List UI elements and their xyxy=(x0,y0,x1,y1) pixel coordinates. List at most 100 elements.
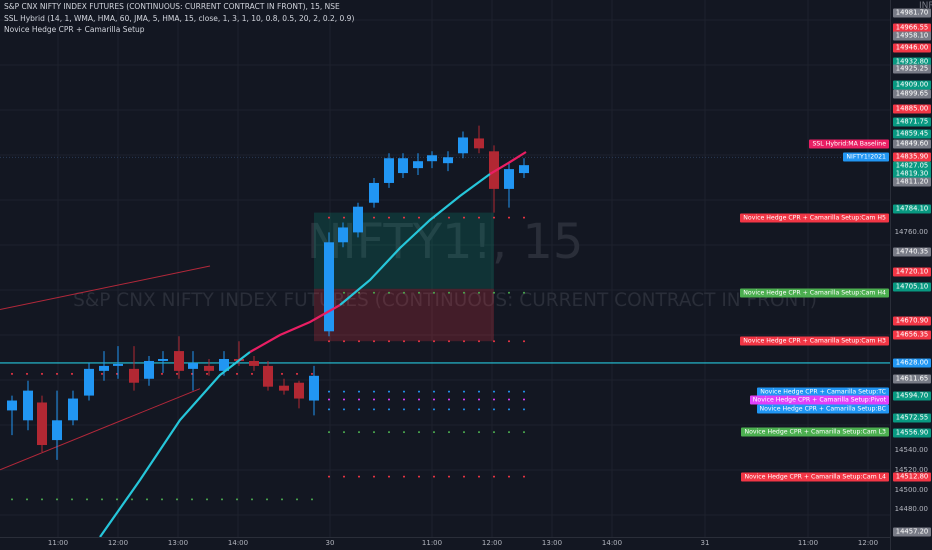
ssl-baseline-up xyxy=(249,304,341,353)
tc-dot xyxy=(523,390,525,393)
time-axis[interactable]: 11:00 12:00 13:00 14:00 30 11:00 12:00 13:00 14:… xyxy=(0,537,890,550)
symbol-title[interactable]: S&P CNX NIFTY INDEX FUTURES (CONTINUOUS:… xyxy=(4,2,340,11)
bc-dot xyxy=(388,408,390,411)
indicator-novice-hedge[interactable]: Novice Hedge CPR + Camarilla Setup xyxy=(4,25,145,34)
chart-canvas[interactable]: NIFTY1!, 15 S&P CNX NIFTY INDEX FUTURES (… xyxy=(0,0,890,538)
cam-l3-dot xyxy=(478,431,480,434)
price-tag: 14512.80 xyxy=(893,472,931,482)
cam-l4-dot xyxy=(433,475,435,478)
cam-l4-dot xyxy=(251,498,253,501)
tc-dot xyxy=(508,390,510,393)
chart-pane[interactable]: NIFTY1!, 15 S&P CNX NIFTY INDEX FUTURES (… xyxy=(0,0,890,538)
cam-h4-dot xyxy=(433,291,435,294)
price-tag: 14899.65 xyxy=(893,89,931,99)
time-tick: 13:00 xyxy=(541,539,563,547)
cam-h3-dot xyxy=(26,372,28,375)
cam-l4-dot xyxy=(281,498,283,501)
cam-h4-dot xyxy=(388,291,390,294)
cam-l4-dot xyxy=(86,498,88,501)
candle-body xyxy=(144,360,154,379)
indicator-level-label: Novice Hedge CPR + Camarilla Setup:Cam H… xyxy=(740,288,889,298)
cam-l4-dot xyxy=(41,498,43,501)
cam-h5-dot xyxy=(328,216,330,219)
cam-h3-dot xyxy=(71,372,73,375)
cam-h5-dot xyxy=(478,216,480,219)
indicator-ssl-hybrid[interactable]: SSL Hybrid (14, 1, WMA, HMA, 60, JMA, 5,… xyxy=(4,14,355,23)
price-tag: 14946.00 xyxy=(893,43,931,53)
price-tag: 14932.80 xyxy=(893,57,931,66)
price-tag: 14670.90 xyxy=(893,316,931,326)
candle-body xyxy=(219,358,229,371)
bc-dot xyxy=(463,408,465,411)
bc-dot xyxy=(403,408,405,411)
cam-l4-dot xyxy=(176,498,178,501)
price-tag: 14811.20 xyxy=(893,177,931,187)
cam-l4-dot xyxy=(478,475,480,478)
ssl-baseline-down xyxy=(339,173,491,306)
cam-h5-dot xyxy=(373,216,375,219)
time-tick: 14:00 xyxy=(601,539,623,547)
price-tag: 14740.35 xyxy=(893,247,931,257)
cam-l3-dot xyxy=(328,431,330,434)
cam-h4-dot xyxy=(418,291,420,294)
price-axis[interactable]: INR 14981.70 14966.55 14958.10 14946.00 1493… xyxy=(890,0,932,550)
bc-dot xyxy=(343,408,345,411)
cam-h3-dot xyxy=(56,372,58,375)
cam-l3-dot xyxy=(358,431,360,434)
stop-zone xyxy=(314,288,494,342)
tc-dot xyxy=(478,390,480,393)
cam-h3-dot xyxy=(523,340,525,343)
watermark-symbol: NIFTY1!, 15 xyxy=(307,214,584,270)
pivot-dot xyxy=(433,398,435,401)
price-tag: 14835.90 xyxy=(893,152,931,162)
cam-l3-dot xyxy=(373,431,375,434)
cam-h5-dot xyxy=(463,216,465,219)
price-tag: 14656.35 xyxy=(893,330,931,340)
cam-l4-dot xyxy=(266,498,268,501)
candle-body xyxy=(174,351,184,371)
candle-body xyxy=(338,227,348,243)
cam-l4-dot xyxy=(221,498,223,501)
cam-l3-dot xyxy=(508,431,510,434)
cam-l3-dot xyxy=(418,431,420,434)
tc-dot xyxy=(448,390,450,393)
candle-body xyxy=(204,365,214,371)
cam-l4-dot xyxy=(343,475,345,478)
candle-body xyxy=(263,365,273,387)
pivot-dot xyxy=(343,398,345,401)
bc-dot xyxy=(478,408,480,411)
pivot-dot xyxy=(373,398,375,401)
cam-l3-dot xyxy=(493,431,495,434)
pivot-dot xyxy=(463,398,465,401)
cam-l3-dot xyxy=(343,431,345,434)
currency-label[interactable]: INR xyxy=(919,1,932,11)
candle-body xyxy=(37,402,47,446)
time-tick: 11:00 xyxy=(797,539,819,547)
cam-h3-dot xyxy=(343,340,345,343)
price-tag: 14720.10 xyxy=(893,267,931,277)
cam-l4-dot xyxy=(236,498,238,501)
indicator-level-label: Novice Hedge CPR + Camarilla Setup:BC xyxy=(756,404,889,414)
price-tag: 14572.55 xyxy=(893,413,931,423)
cam-h3-dot xyxy=(251,372,253,375)
indicator-level-label: Novice Hedge CPR + Camarilla Setup:Cam H… xyxy=(740,336,889,346)
cam-l3-dot xyxy=(448,431,450,434)
cam-h3-dot xyxy=(101,372,103,375)
candle-body xyxy=(474,138,484,149)
cam-l3-dot xyxy=(433,431,435,434)
cam-l4-dot xyxy=(523,475,525,478)
cam-h3-dot xyxy=(161,372,163,375)
bc-dot xyxy=(418,408,420,411)
price-tag: 14859.45 xyxy=(893,129,931,139)
cam-h5-dot xyxy=(523,216,525,219)
cam-l4-dot xyxy=(373,475,375,478)
cam-h4-dot xyxy=(508,291,510,294)
price-tag: 14611.65 xyxy=(893,374,931,384)
candle-body xyxy=(52,420,62,441)
time-tick: 14:00 xyxy=(227,539,249,547)
candle-body xyxy=(427,155,437,162)
tc-dot xyxy=(343,390,345,393)
cam-l4-dot xyxy=(11,498,13,501)
bc-dot xyxy=(523,408,525,411)
pivot-dot xyxy=(493,398,495,401)
